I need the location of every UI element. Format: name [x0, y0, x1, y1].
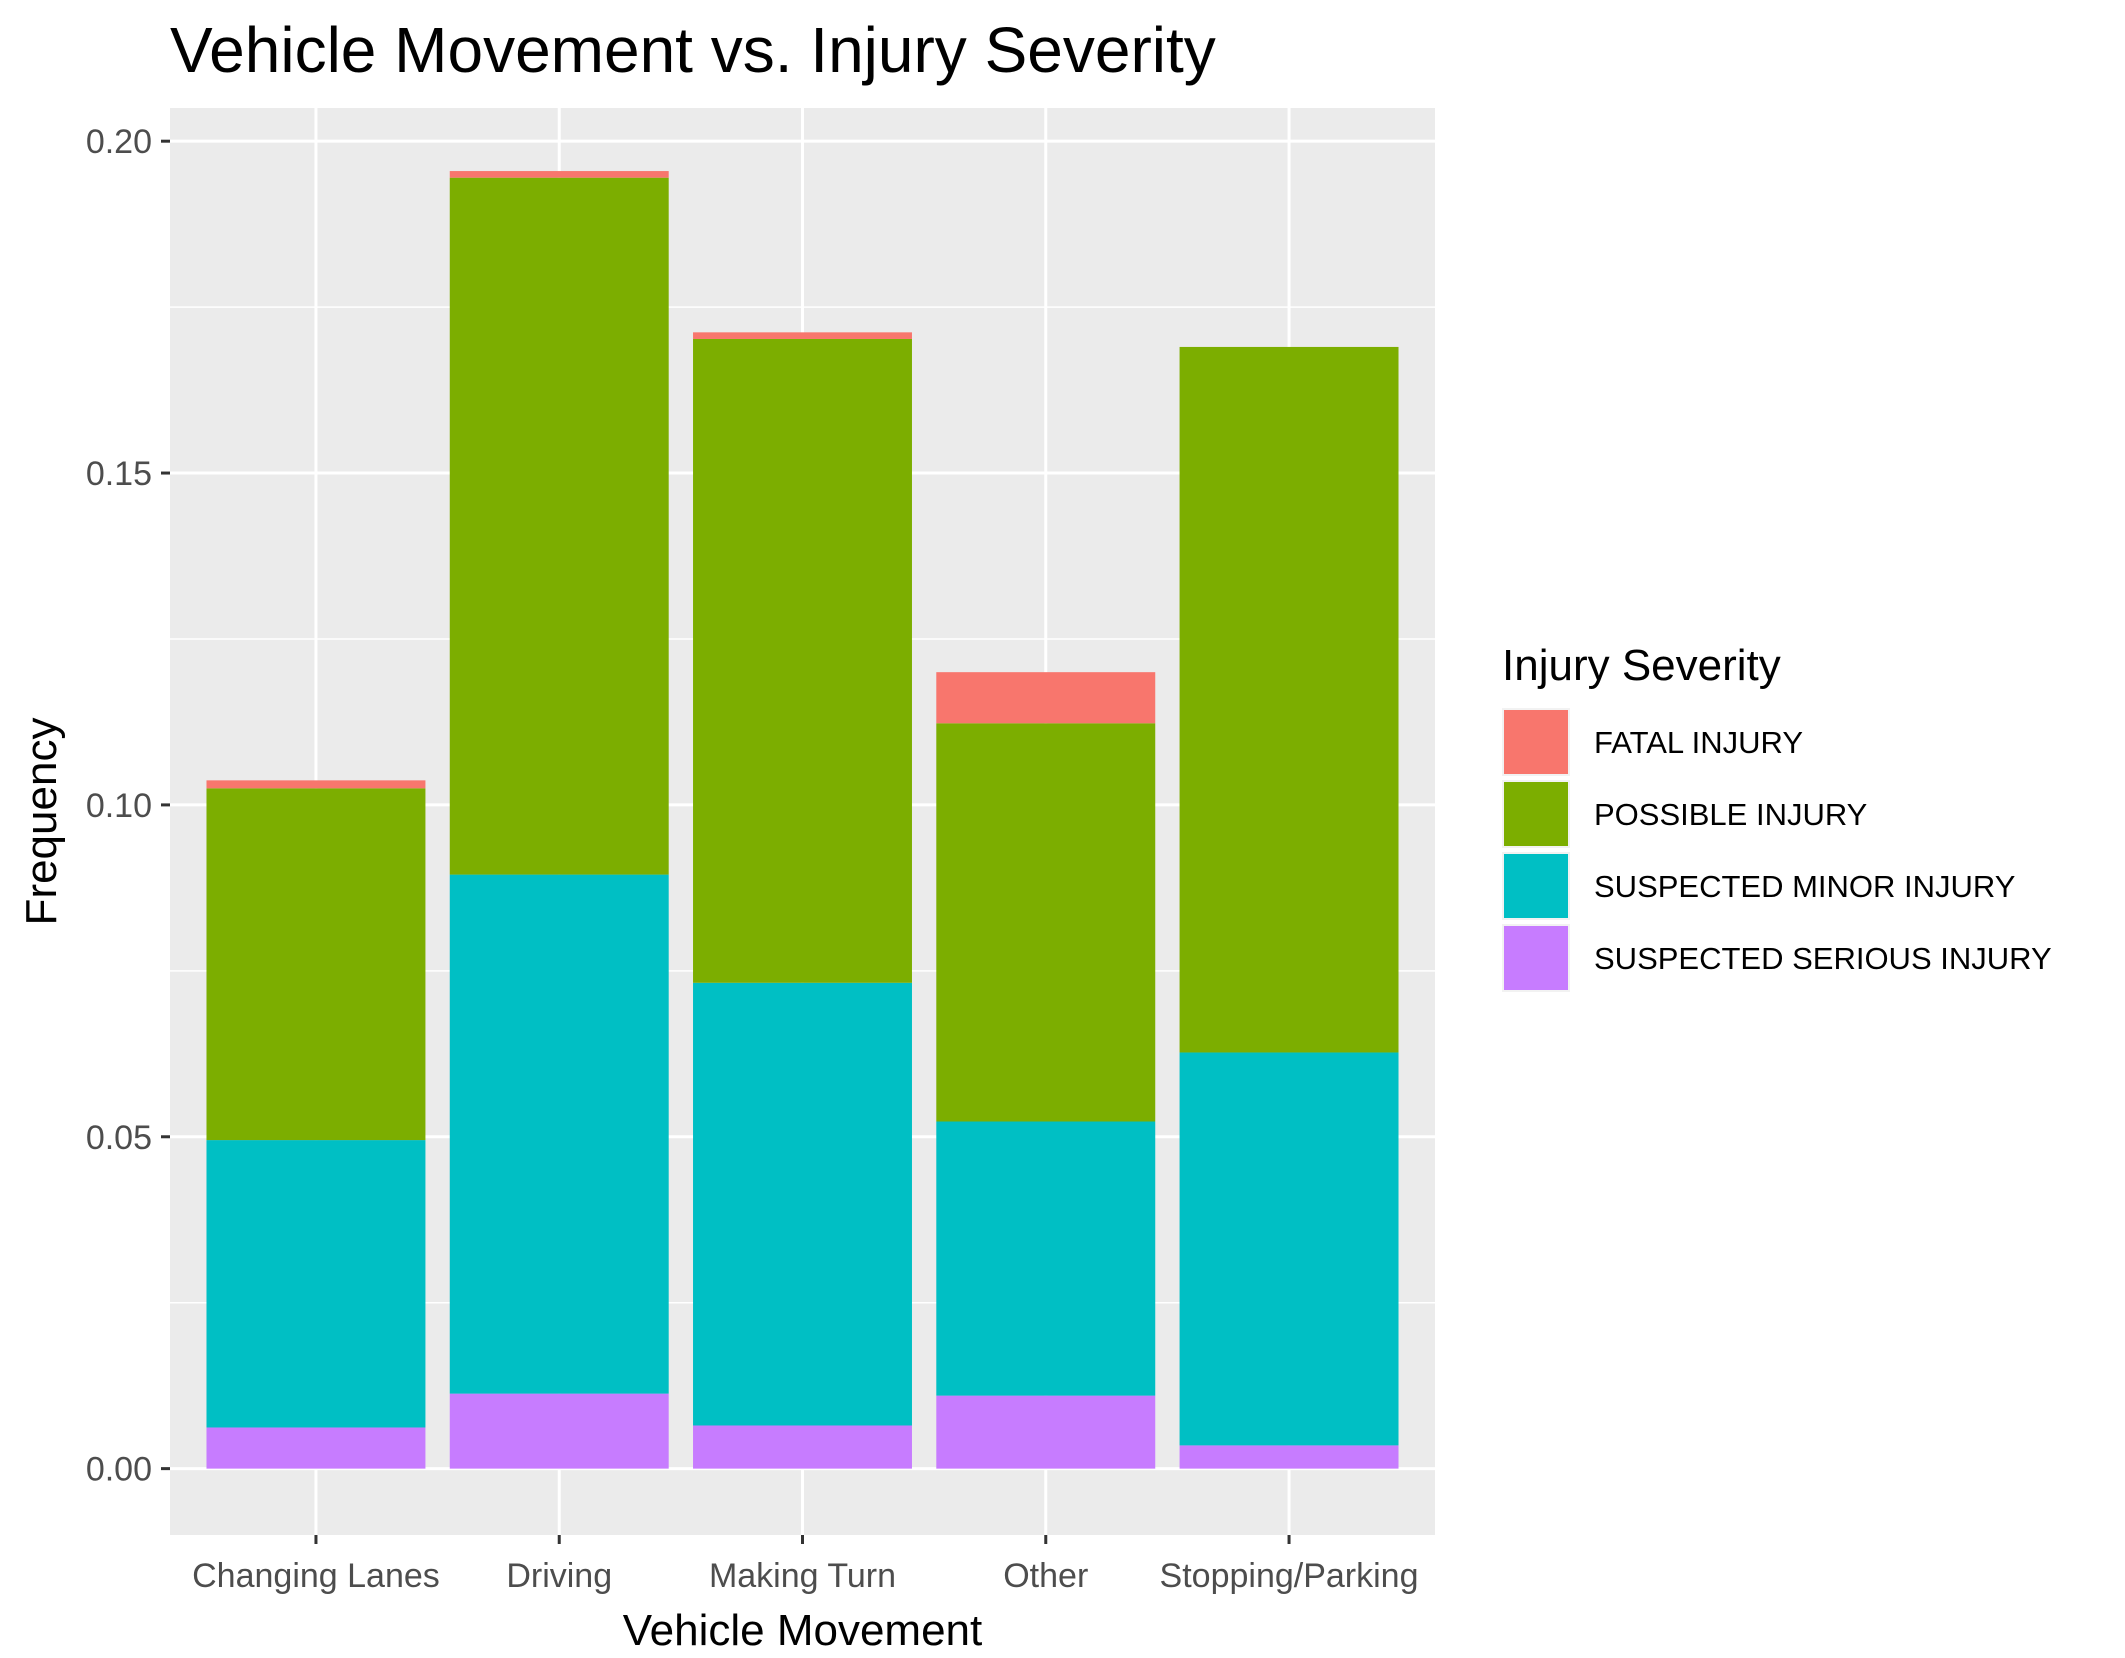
bar-segment: [1179, 1052, 1399, 1446]
bar-segment: [1179, 1445, 1399, 1469]
bar-segment: [936, 1395, 1156, 1469]
bar-segment: [1179, 346, 1399, 1053]
bar-segment: [206, 780, 426, 789]
bar-segment: [449, 1393, 669, 1469]
bar-segment: [936, 723, 1156, 1122]
x-axis: Changing Lanes Driving Making Turn Other Sto…: [192, 1535, 1419, 1595]
x-tick-label: Changing Lanes: [192, 1557, 440, 1595]
bar-segment: [449, 171, 669, 178]
legend-key-swatch: [1504, 782, 1568, 846]
legend-entry-label: SUSPECTED MINOR INJURY: [1594, 869, 2015, 904]
legend-key-swatch: [1504, 854, 1568, 918]
bar-segment: [449, 177, 669, 875]
legend-key-swatch: [1504, 710, 1568, 774]
x-tick-label: Stopping/Parking: [1160, 1557, 1419, 1595]
bar-segment: [449, 874, 669, 1394]
bar-segment: [693, 338, 912, 983]
y-tick-label: 0.20: [86, 123, 152, 161]
x-tick-label: Making Turn: [709, 1557, 896, 1595]
x-axis-title: Vehicle Movement: [623, 1606, 983, 1653]
legend-entry-label: FATAL INJURY: [1594, 725, 1803, 760]
bar-segment: [693, 332, 912, 339]
bar-segment: [693, 982, 912, 1426]
y-tick-label: 0.10: [86, 787, 152, 825]
legend-entry-label: POSSIBLE INJURY: [1594, 797, 1867, 832]
legend-key-swatch: [1504, 926, 1568, 990]
chart-title: Vehicle Movement vs. Injury Severity: [170, 14, 1216, 86]
legend-entry-label: SUSPECTED SERIOUS INJURY: [1594, 941, 2052, 976]
y-tick-label: 0.00: [86, 1451, 152, 1489]
bar-segment: [936, 672, 1156, 724]
y-tick-label: 0.05: [86, 1119, 152, 1157]
x-tick-label: Other: [1003, 1557, 1088, 1595]
bar-segment: [206, 788, 426, 1141]
legend: Injury Severity FATAL INJURY POSSIBLE INJ…: [1502, 641, 2052, 992]
x-tick-label: Driving: [506, 1557, 612, 1595]
bar-segment: [206, 1140, 426, 1428]
bar-segment: [693, 1425, 912, 1469]
y-axis: 0.00 0.05 0.10 0.15 0.20: [86, 123, 170, 1489]
y-tick-label: 0.15: [86, 455, 152, 493]
y-axis-title: Frequency: [17, 718, 66, 926]
legend-title: Injury Severity: [1502, 641, 1781, 690]
bar-segment: [936, 1121, 1156, 1396]
bars: [206, 171, 1399, 1469]
bar-segment: [206, 1427, 426, 1469]
